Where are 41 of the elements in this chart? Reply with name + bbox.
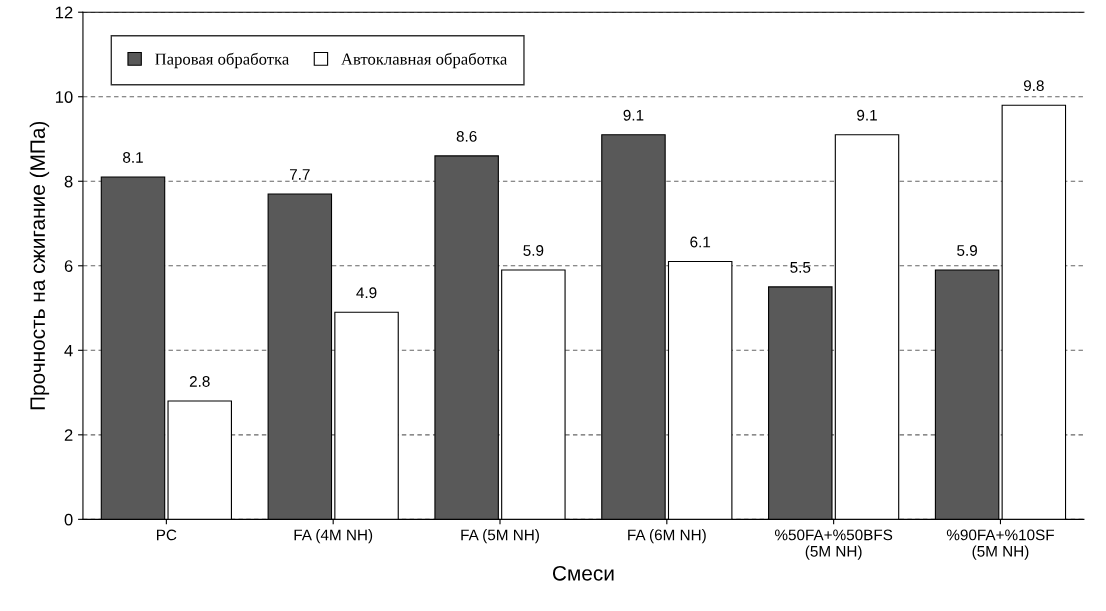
bar — [834, 134, 900, 520]
y-tick-label: 10 — [55, 91, 73, 103]
legend-label: Паровая обработка — [155, 52, 290, 69]
data-label: 6.1 — [690, 236, 711, 248]
y-axis-title: Прочность на сжигание (МПа) — [29, 121, 50, 410]
bar — [667, 261, 733, 520]
bar — [501, 269, 566, 520]
x-tick-label: FA (6M NH) — [628, 529, 706, 544]
bar — [167, 400, 232, 520]
data-label: 5.9 — [957, 245, 977, 256]
data-label: 4.9 — [356, 287, 377, 299]
data-label: 2.8 — [189, 376, 210, 387]
bar — [934, 269, 1000, 520]
data-label: 9.1 — [857, 109, 877, 121]
data-label: 5.9 — [523, 245, 544, 256]
x-tick-label: %90FA+%10SF (5M NH) — [946, 529, 1054, 560]
bar — [267, 193, 333, 520]
y-tick-label: 0 — [64, 513, 73, 526]
bar — [334, 311, 399, 520]
x-tick-label: FA (4M NH) — [294, 529, 373, 544]
x-tick-label: FA (5M NH) — [461, 529, 539, 544]
data-label: 8.1 — [123, 152, 143, 163]
bar — [768, 286, 833, 520]
x-tick-label: PC — [157, 529, 177, 541]
data-label: 9.1 — [623, 109, 644, 121]
x-axis-title: Смеси — [552, 565, 614, 581]
y-tick-label: 6 — [64, 260, 73, 272]
data-label: 8.6 — [456, 130, 477, 142]
legend-label: Автоклавная обработка — [341, 52, 508, 69]
data-label: 9.8 — [1023, 80, 1044, 92]
bar — [434, 155, 499, 520]
y-tick-label: 2 — [64, 429, 73, 441]
bar — [601, 134, 666, 520]
data-label: 5.5 — [790, 262, 811, 273]
y-tick-label: 4 — [64, 344, 73, 357]
x-tick-label: %50FA+%50BFS (5M NH) — [774, 529, 893, 560]
data-label: 7.7 — [289, 169, 310, 180]
y-tick-label: 8 — [64, 175, 73, 188]
bar — [100, 176, 166, 520]
bar — [1001, 104, 1067, 520]
y-tick-label: 12 — [55, 6, 73, 19]
